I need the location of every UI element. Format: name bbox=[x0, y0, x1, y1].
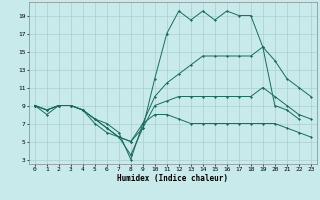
X-axis label: Humidex (Indice chaleur): Humidex (Indice chaleur) bbox=[117, 174, 228, 183]
